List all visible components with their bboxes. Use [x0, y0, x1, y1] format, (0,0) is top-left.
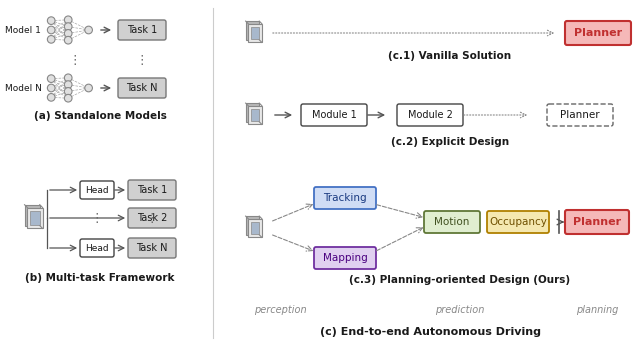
Text: prediction: prediction: [435, 305, 484, 315]
Bar: [251, 109, 259, 121]
Text: Task 1: Task 1: [127, 25, 157, 35]
Text: Mapping: Mapping: [323, 253, 367, 263]
FancyBboxPatch shape: [424, 211, 480, 233]
Circle shape: [65, 16, 72, 24]
Text: ⋮: ⋮: [146, 212, 158, 225]
Bar: [30, 211, 40, 225]
Circle shape: [65, 81, 72, 88]
Circle shape: [65, 29, 72, 37]
FancyBboxPatch shape: [301, 104, 367, 126]
FancyBboxPatch shape: [565, 21, 631, 45]
Circle shape: [47, 17, 55, 25]
Bar: [248, 219, 262, 237]
Bar: [24, 205, 40, 226]
Circle shape: [65, 74, 72, 82]
Text: Tracking: Tracking: [323, 193, 367, 203]
Bar: [248, 24, 262, 42]
Text: (c.1) Vanilla Solution: (c.1) Vanilla Solution: [388, 51, 511, 61]
FancyBboxPatch shape: [118, 20, 166, 40]
Bar: [248, 105, 262, 124]
Text: Planner: Planner: [574, 28, 622, 38]
Text: Module 2: Module 2: [408, 110, 452, 120]
FancyBboxPatch shape: [128, 180, 176, 200]
Circle shape: [84, 26, 92, 34]
Text: perception: perception: [253, 305, 307, 315]
Text: Task N: Task N: [126, 83, 157, 93]
FancyBboxPatch shape: [128, 238, 176, 258]
Text: Model N: Model N: [5, 84, 42, 93]
Circle shape: [47, 26, 55, 34]
Circle shape: [84, 84, 92, 92]
Bar: [251, 222, 259, 234]
Text: planning: planning: [576, 305, 618, 315]
FancyBboxPatch shape: [80, 239, 114, 257]
FancyBboxPatch shape: [547, 104, 613, 126]
Text: Planner: Planner: [560, 110, 600, 120]
Circle shape: [47, 94, 55, 101]
Bar: [246, 103, 259, 122]
Text: Head: Head: [85, 244, 109, 253]
FancyBboxPatch shape: [314, 247, 376, 269]
Circle shape: [47, 35, 55, 43]
Text: Occupancy: Occupancy: [489, 217, 547, 227]
Bar: [246, 21, 259, 40]
FancyBboxPatch shape: [565, 210, 629, 234]
Circle shape: [65, 36, 72, 44]
Circle shape: [47, 84, 55, 92]
Text: ⋮: ⋮: [91, 212, 103, 225]
FancyBboxPatch shape: [80, 181, 114, 199]
Text: (b) Multi-task Framework: (b) Multi-task Framework: [25, 273, 175, 283]
Text: Task 1: Task 1: [137, 185, 167, 195]
Text: (c.2) Explicit Design: (c.2) Explicit Design: [391, 137, 509, 147]
FancyBboxPatch shape: [314, 187, 376, 209]
Text: ⋮: ⋮: [136, 53, 148, 67]
Bar: [28, 208, 43, 228]
Text: Model 1: Model 1: [5, 25, 41, 34]
Text: Motion: Motion: [435, 217, 470, 227]
Circle shape: [47, 75, 55, 83]
FancyBboxPatch shape: [397, 104, 463, 126]
FancyBboxPatch shape: [487, 211, 549, 233]
Text: Planner: Planner: [573, 217, 621, 227]
Circle shape: [65, 87, 72, 95]
Text: (a) Standalone Models: (a) Standalone Models: [33, 111, 166, 121]
Circle shape: [65, 94, 72, 102]
Circle shape: [65, 23, 72, 31]
Bar: [251, 27, 259, 39]
Text: (c.3) Planning-oriented Design (Ours): (c.3) Planning-oriented Design (Ours): [349, 275, 571, 285]
Text: Head: Head: [85, 186, 109, 195]
FancyBboxPatch shape: [118, 78, 166, 98]
Text: Module 1: Module 1: [312, 110, 356, 120]
Text: (c) End-to-end Autonomous Driving: (c) End-to-end Autonomous Driving: [319, 327, 541, 337]
FancyBboxPatch shape: [128, 208, 176, 228]
Text: Task 2: Task 2: [137, 213, 167, 223]
Text: Task N: Task N: [136, 243, 168, 253]
Text: ⋮: ⋮: [68, 53, 81, 67]
Bar: [246, 216, 259, 235]
